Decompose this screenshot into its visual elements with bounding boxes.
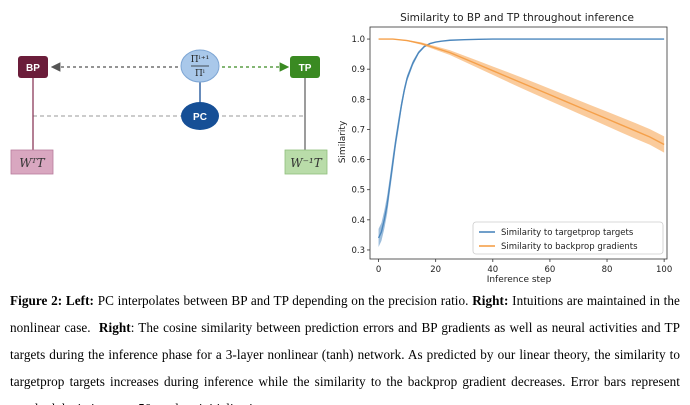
y-tick-label: 0.3 [351,246,365,256]
legend-label-0: Similarity to targetprop targets [501,228,634,238]
caption-figure-label: Figure 2: [10,293,63,308]
bp-label: BP [26,63,40,74]
x-axis-label: Inference step [487,275,552,285]
caption-body: : The cosine similarity between predicti… [10,320,680,405]
caption-right-label-2: Right [98,320,131,335]
legend-label-1: Similarity to backprop gradients [501,242,638,252]
y-tick-label: 1.0 [351,35,365,45]
ratio-numerator: Πˡ⁺¹ [191,55,209,65]
chart-title: Similarity to BP and TP throughout infer… [400,12,634,24]
pc-node: PC [181,102,219,130]
y-tick-label: 0.8 [351,95,365,105]
chart-legend: Similarity to targetprop targets Similari… [472,221,664,255]
plot-area: 0 20 40 60 80 100 0.3 0.4 0.5 0.6 0.7 0.8 0.9 1.0 [351,26,672,275]
caption-left-label: Left: [65,293,94,308]
series-0-error-band [378,39,665,247]
tp-node: TP [290,56,320,78]
bp-formula: WᵀT [19,156,45,170]
bp-node: BP [18,56,48,78]
ratio-denominator: Πˡ [195,69,205,79]
tp-label: TP [299,63,312,74]
plot-frame [369,26,668,260]
y-tick-label: 0.4 [351,216,365,226]
y-tick-label: 0.5 [351,186,365,196]
series-1-line [378,38,665,146]
similarity-chart: Similarity to BP and TP throughout infer… [338,12,672,285]
x-tick-label: 100 [656,265,672,275]
bp-formula-box: WᵀT [10,149,54,175]
x-tick-label: 60 [544,265,555,275]
tp-formula: W⁻¹T [290,156,322,170]
x-tick-label: 40 [487,265,498,275]
x-tick-label: 80 [602,265,613,275]
series-0-line [377,38,665,239]
figure-caption: Figure 2: Left: PC interpolates between … [10,287,680,405]
pc-label: PC [193,112,207,123]
caption-left-text: PC interpolates between BP and TP depend… [97,293,469,308]
y-tick-label: 0.6 [351,156,365,166]
legend-box [472,221,664,255]
y-tick-label: 0.9 [351,65,365,75]
pc-diagram: BP TP Πˡ⁺¹ Πˡ PC WᵀT W⁻¹T [10,49,328,175]
x-tick-label: 0 [376,265,381,275]
caption-right-text: Intuitions are maintained in the nonline… [10,293,680,335]
precision-ratio-node: Πˡ⁺¹ Πˡ [180,49,220,83]
tp-formula-box: W⁻¹T [284,149,328,175]
y-tick-label: 0.7 [351,125,365,135]
x-tick-label: 20 [430,265,441,275]
y-axis-label: Similarity [338,120,348,163]
caption-right-label: Right: [472,293,509,308]
series-1-error-band [378,39,665,153]
